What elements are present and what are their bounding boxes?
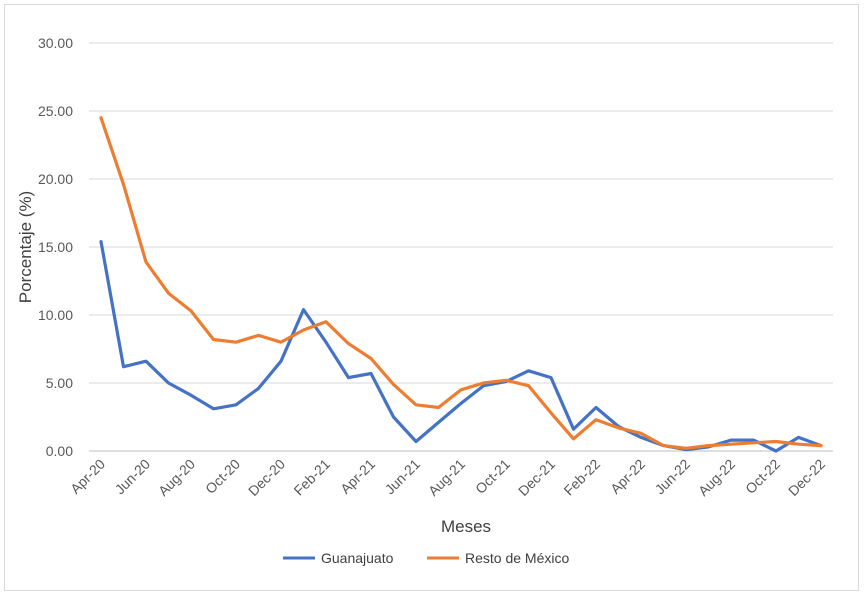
y-tick-label-0: 0.00 [46,443,73,459]
series-line-guanajuato [99,240,823,453]
x-axis-title: Meses [441,517,491,536]
x-tick-label-7: Jun-21 [382,456,424,498]
y-tick-label-2: 10.00 [38,307,73,323]
legend-label-resto-de-mexico: Resto de México [465,550,569,566]
series-lines [99,116,823,453]
x-tick-label-5: Feb-21 [290,456,333,499]
x-tick-label-12: Apr-22 [607,456,648,497]
x-tick-label-16: Dec-22 [785,456,828,499]
y-tick-label-3: 15.00 [38,239,73,255]
x-tick-label-6: Apr-21 [337,456,378,497]
x-tick-label-14: Aug-22 [695,456,738,499]
y-tick-label-1: 5.00 [46,375,73,391]
y-tick-label-5: 25.00 [38,103,73,119]
y-axis-title: Porcentaje (%) [16,191,35,303]
legend-label-guanajuato: Guanajuato [321,550,394,566]
legend: Guanajuato Resto de México [283,550,569,566]
x-tick-label-1: Jun-20 [112,456,154,498]
gridlines [89,42,833,452]
y-axis-ticks: 0.00 5.00 10.00 15.00 20.00 25.00 30.00 [38,35,73,459]
x-tick-label-13: Jun-22 [652,456,694,498]
chart-frame [4,4,859,591]
x-tick-label-4: Dec-20 [245,456,288,499]
x-tick-label-0: Apr-20 [67,456,108,497]
series-line-resto-de-m-xico [99,116,823,450]
x-tick-label-8: Aug-21 [425,456,468,499]
x-tick-label-3: Oct-20 [202,456,243,497]
x-tick-label-10: Dec-21 [515,456,558,499]
x-tick-label-15: Oct-22 [742,456,783,497]
x-tick-label-9: Oct-21 [472,456,513,497]
x-tick-label-11: Feb-22 [560,456,603,499]
x-tick-label-2: Aug-20 [155,456,198,499]
y-tick-label-4: 20.00 [38,171,73,187]
x-axis-ticks: Apr-20 Jun-20 Aug-20 Oct-20 Dec-20 Feb-21 Apr-… [67,456,828,499]
y-tick-label-6: 30.00 [38,35,73,51]
